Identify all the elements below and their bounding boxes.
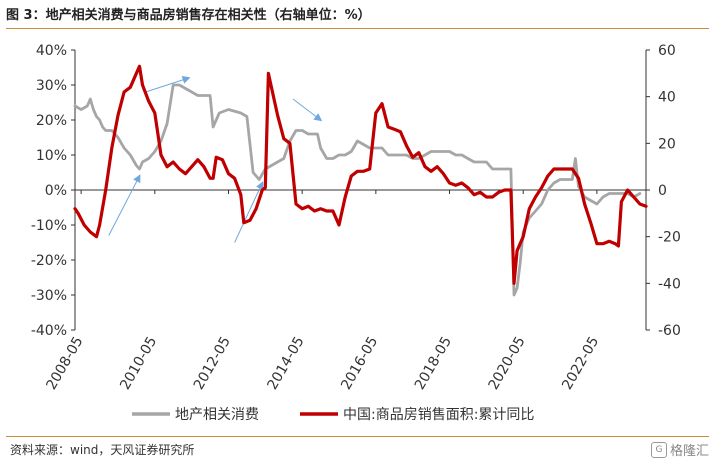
x-tick-label: 2018-05	[412, 334, 455, 393]
left-tick-label: 30%	[36, 78, 67, 94]
annotation-arrow	[108, 174, 141, 236]
left-tick-label: 10%	[36, 148, 67, 164]
x-tick-label: 2020-05	[486, 334, 529, 393]
legend-label-consumption: 地产相关消费	[175, 407, 259, 423]
x-tick-label: 2008-05	[43, 334, 86, 393]
left-tick-label: -30%	[31, 288, 67, 304]
right-tick-label: -40	[658, 276, 681, 292]
annotation-arrow	[145, 76, 191, 93]
title-divider	[6, 28, 709, 29]
left-tick-label: -40%	[31, 323, 67, 339]
watermark-logo: G 格隆汇	[650, 440, 709, 459]
watermark-icon: G	[650, 441, 667, 458]
left-tick-label: -10%	[31, 218, 67, 234]
annotation-arrow	[292, 98, 323, 122]
legend: 地产相关消费 中国:商品房销售面积:累计同比	[132, 407, 534, 423]
right-tick-label: 60	[658, 43, 676, 59]
left-tick-label: 0%	[45, 183, 67, 199]
series-line-sales	[73, 64, 648, 285]
right-tick-label: -60	[658, 323, 681, 339]
x-tick-label: 2010-05	[117, 334, 160, 393]
left-tick-label: 20%	[36, 113, 67, 129]
x-tick-label: 2022-05	[559, 334, 602, 393]
x-tick-label: 2016-05	[338, 334, 381, 393]
x-tick-label: 2012-05	[191, 334, 234, 393]
source-note: 资料来源：wind，天风证券研究所	[10, 443, 195, 457]
series-line-consumption	[73, 83, 642, 297]
series-layer	[73, 64, 648, 297]
right-tick-label: 40	[658, 90, 676, 106]
annotations-layer	[108, 76, 323, 243]
left-tick-label: -20%	[31, 253, 67, 269]
axes-layer: 40% 30% 20% 10% 0% -10% -20% -30% -40% 60 40 20 0 -20…	[31, 43, 681, 393]
right-tick-label: -20	[658, 230, 681, 246]
x-tick-label: 2014-05	[265, 334, 308, 393]
annotation-arrow	[234, 181, 264, 243]
watermark-text: 格隆汇	[669, 444, 709, 459]
left-tick-label: 40%	[36, 43, 67, 59]
source-divider	[6, 436, 709, 437]
legend-label-sales: 中国:商品房销售面积:累计同比	[343, 407, 534, 423]
chart-title: 图 3：地产相关消费与商品房销售存在相关性（右轴单位：%）	[6, 8, 371, 23]
right-tick-label: 0	[658, 183, 667, 199]
right-tick-label: 20	[658, 136, 676, 152]
